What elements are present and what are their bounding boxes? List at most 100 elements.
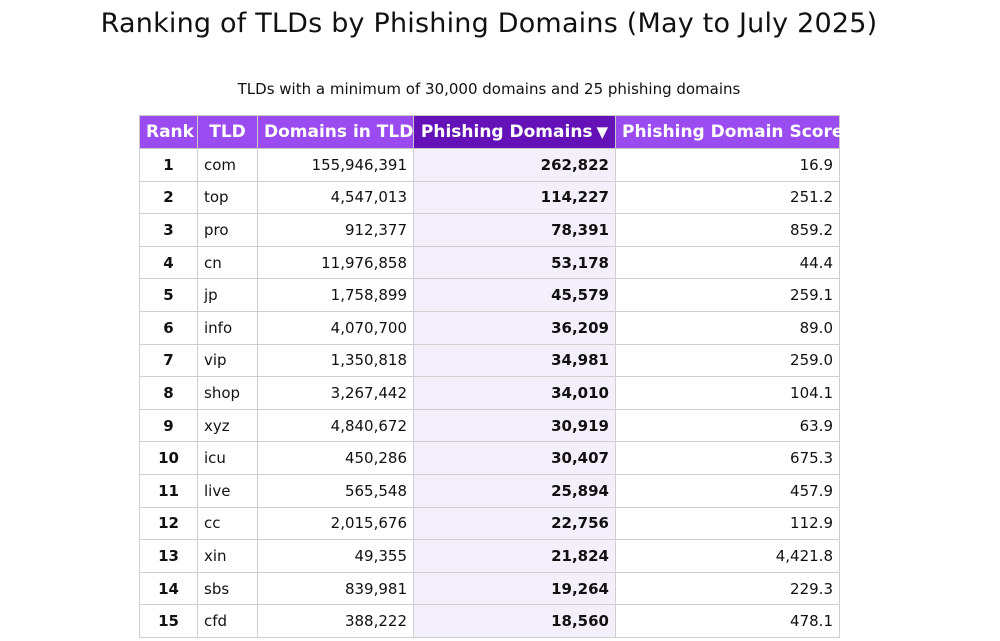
table-row: 14 sbs 839,981 19,264 229.3	[139, 571, 840, 606]
cell-phishing: 34,981	[413, 343, 616, 378]
cell-rank: 1	[139, 148, 198, 182]
cell-domains: 4,547,013	[257, 180, 414, 215]
cell-tld: top	[197, 180, 258, 215]
table-body: 1 com 155,946,391 262,822 16.9 2 top 4,547,013 1…	[139, 148, 840, 638]
table-row: 3 pro 912,377 78,391 859.2	[139, 213, 840, 247]
cell-rank: 7	[139, 343, 198, 378]
cell-phishing: 21,824	[413, 539, 616, 573]
cell-tld: cfd	[197, 604, 258, 638]
cell-tld: xin	[197, 539, 258, 573]
table-header-row: Rank TLD Domains in TLD Phishing Domains…	[139, 115, 844, 149]
cell-domains: 3,267,442	[257, 376, 414, 410]
cell-phishing: 36,209	[413, 310, 616, 345]
cell-score: 44.4	[615, 245, 840, 280]
cell-rank: 5	[139, 278, 198, 312]
cell-domains: 839,981	[257, 571, 414, 606]
cell-domains: 1,350,818	[257, 343, 414, 378]
cell-rank: 9	[139, 408, 198, 443]
cell-tld: cc	[197, 506, 258, 541]
sort-descending-icon: ▼	[596, 123, 609, 141]
cell-rank: 4	[139, 245, 198, 280]
cell-phishing: 34,010	[413, 376, 616, 410]
cell-tld: com	[197, 148, 258, 182]
cell-score: 89.0	[615, 310, 840, 345]
cell-score: 457.9	[615, 473, 840, 508]
cell-phishing: 114,227	[413, 180, 616, 215]
header-tld-label: TLD	[209, 122, 246, 142]
cell-score: 251.2	[615, 180, 840, 215]
cell-tld: info	[197, 310, 258, 345]
table-row: 13 xin 49,355 21,824 4,421.8	[139, 539, 840, 573]
cell-phishing: 22,756	[413, 506, 616, 541]
table-row: 9 xyz 4,840,672 30,919 63.9	[139, 408, 840, 443]
cell-domains: 11,976,858	[257, 245, 414, 280]
cell-score: 112.9	[615, 506, 840, 541]
cell-phishing: 25,894	[413, 473, 616, 508]
cell-rank: 15	[139, 604, 198, 638]
cell-tld: cn	[197, 245, 258, 280]
cell-phishing: 262,822	[413, 148, 616, 182]
cell-rank: 12	[139, 506, 198, 541]
table-row: 6 info 4,070,700 36,209 89.0	[139, 310, 840, 345]
cell-rank: 3	[139, 213, 198, 247]
table-row: 15 cfd 388,222 18,560 478.1	[139, 604, 840, 638]
table-row: 12 cc 2,015,676 22,756 112.9	[139, 506, 840, 541]
cell-tld: live	[197, 473, 258, 508]
cell-score: 16.9	[615, 148, 840, 182]
cell-phishing: 45,579	[413, 278, 616, 312]
table-row: 11 live 565,548 25,894 457.9	[139, 473, 840, 508]
header-score-label: Phishing Domain Score	[622, 122, 844, 142]
cell-domains: 388,222	[257, 604, 414, 638]
cell-score: 104.1	[615, 376, 840, 410]
cell-tld: pro	[197, 213, 258, 247]
header-domains[interactable]: Domains in TLD	[257, 115, 414, 149]
cell-phishing: 30,407	[413, 441, 616, 475]
table-row: 10 icu 450,286 30,407 675.3	[139, 441, 840, 475]
cell-rank: 10	[139, 441, 198, 475]
cell-domains: 565,548	[257, 473, 414, 508]
cell-tld: vip	[197, 343, 258, 378]
header-tld[interactable]: TLD	[197, 115, 258, 149]
header-domains-label: Domains in TLD	[264, 122, 414, 142]
cell-tld: icu	[197, 441, 258, 475]
cell-domains: 912,377	[257, 213, 414, 247]
cell-rank: 2	[139, 180, 198, 215]
header-score[interactable]: Phishing Domain Score	[615, 115, 844, 149]
cell-domains: 4,070,700	[257, 310, 414, 345]
cell-rank: 8	[139, 376, 198, 410]
cell-score: 859.2	[615, 213, 840, 247]
header-rank[interactable]: Rank	[139, 115, 198, 149]
cell-score: 675.3	[615, 441, 840, 475]
cell-phishing: 19,264	[413, 571, 616, 606]
cell-phishing: 53,178	[413, 245, 616, 280]
cell-score: 259.0	[615, 343, 840, 378]
cell-rank: 11	[139, 473, 198, 508]
cell-score: 63.9	[615, 408, 840, 443]
page-subtitle: TLDs with a minimum of 30,000 domains an…	[237, 80, 741, 98]
ranking-table: Rank TLD Domains in TLD Phishing Domains…	[139, 115, 844, 638]
cell-domains: 2,015,676	[257, 506, 414, 541]
cell-domains: 4,840,672	[257, 408, 414, 443]
table-row: 5 jp 1,758,899 45,579 259.1	[139, 278, 840, 312]
cell-rank: 13	[139, 539, 198, 573]
cell-domains: 1,758,899	[257, 278, 414, 312]
header-phishing-label: Phishing Domains	[420, 122, 593, 142]
cell-domains: 450,286	[257, 441, 414, 475]
cell-tld: jp	[197, 278, 258, 312]
cell-tld: shop	[197, 376, 258, 410]
cell-score: 478.1	[615, 604, 840, 638]
header-phishing[interactable]: Phishing Domains ▼	[413, 115, 616, 149]
table-row: 1 com 155,946,391 262,822 16.9	[139, 148, 840, 182]
cell-score: 4,421.8	[615, 539, 840, 573]
table-row: 8 shop 3,267,442 34,010 104.1	[139, 376, 840, 410]
cell-tld: sbs	[197, 571, 258, 606]
cell-rank: 14	[139, 571, 198, 606]
cell-domains: 155,946,391	[257, 148, 414, 182]
cell-score: 229.3	[615, 571, 840, 606]
cell-domains: 49,355	[257, 539, 414, 573]
cell-tld: xyz	[197, 408, 258, 443]
table-row: 4 cn 11,976,858 53,178 44.4	[139, 245, 840, 280]
table-row: 2 top 4,547,013 114,227 251.2	[139, 180, 840, 215]
page-title: Ranking of TLDs by Phishing Domains (May…	[100, 8, 878, 39]
table-row: 7 vip 1,350,818 34,981 259.0	[139, 343, 840, 378]
